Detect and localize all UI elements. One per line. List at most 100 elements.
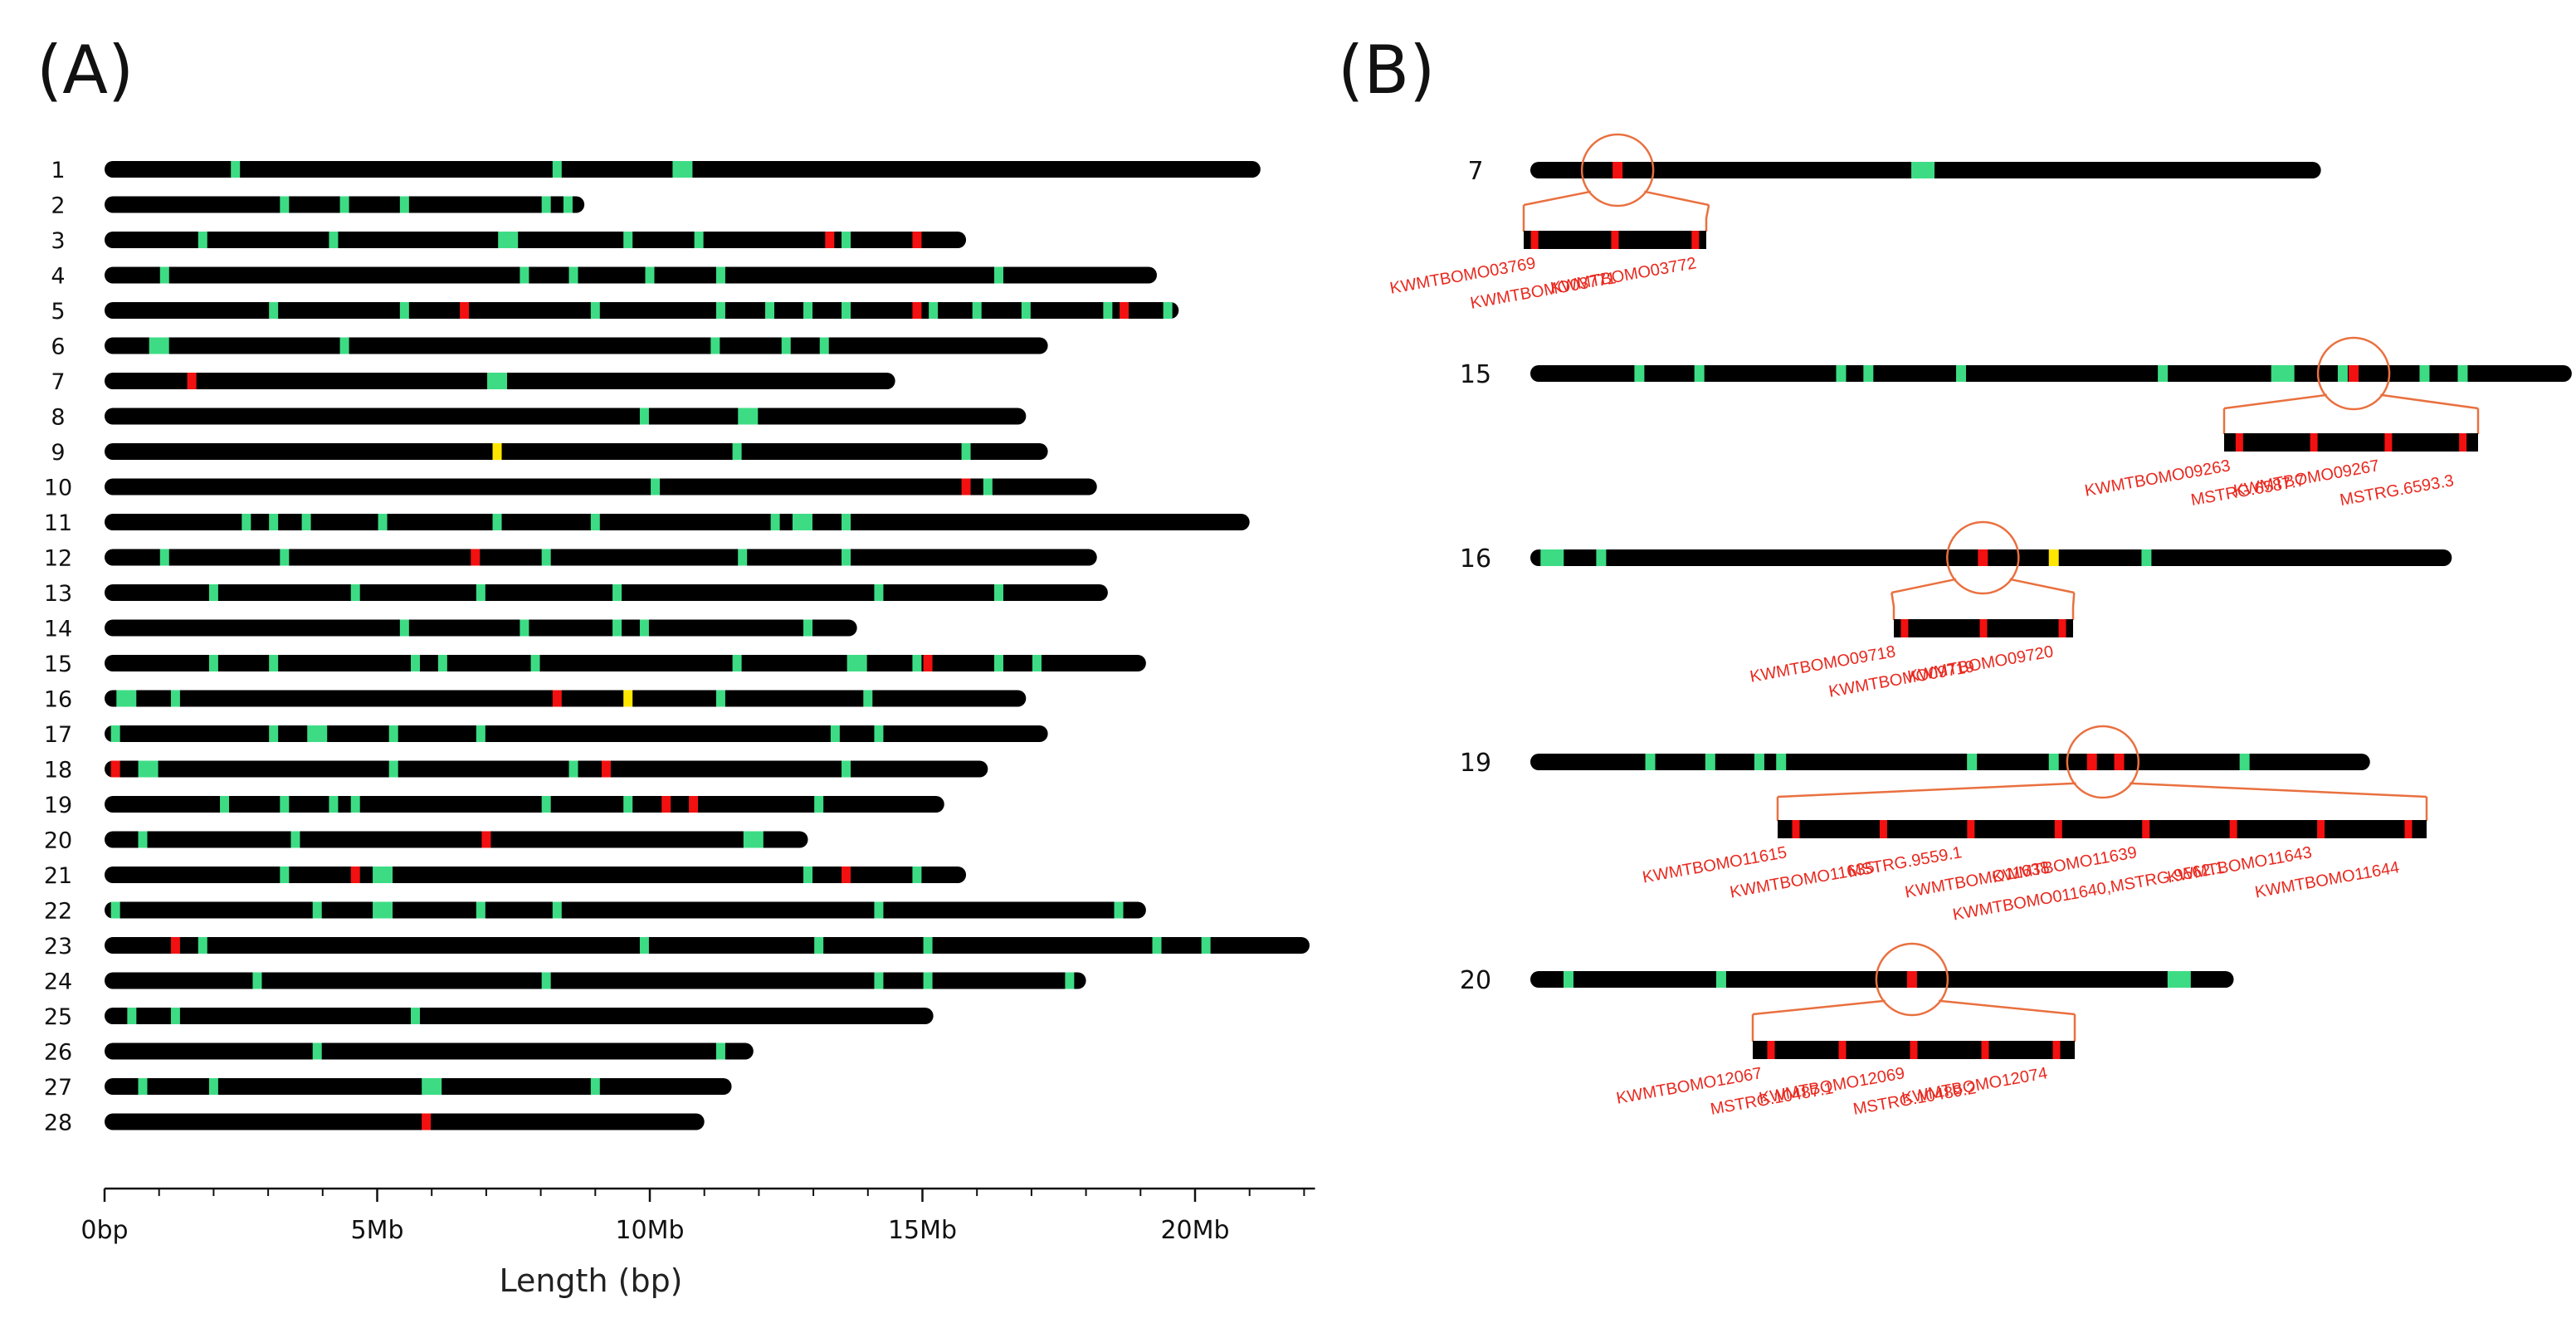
green-locus-mark bbox=[520, 266, 529, 284]
green-locus-mark bbox=[874, 901, 884, 919]
red-locus-mark bbox=[2349, 365, 2359, 382]
green-locus-mark bbox=[280, 867, 290, 883]
chromosome-bar bbox=[105, 443, 1048, 460]
green-locus-mark bbox=[2158, 365, 2169, 382]
green-locus-mark bbox=[639, 937, 649, 954]
green-locus-mark bbox=[1634, 365, 1645, 382]
panel-b-label: (B) bbox=[1338, 32, 1435, 109]
chromosome-25: 25 bbox=[44, 1004, 934, 1030]
green-locus-mark bbox=[830, 725, 840, 742]
chromosome-12: 12 bbox=[44, 546, 1097, 572]
green-locus-mark bbox=[568, 266, 578, 284]
red-locus-mark bbox=[661, 796, 671, 813]
green-locus-mark bbox=[552, 161, 562, 178]
zoom-highlight-circle bbox=[1875, 942, 1949, 1017]
chromosome-3: 3 bbox=[51, 228, 967, 254]
chromosome-number: 15 bbox=[44, 652, 72, 677]
tick-label: 10Mb bbox=[615, 1216, 684, 1245]
gene-mark bbox=[2235, 433, 2243, 452]
chromosome-22: 22 bbox=[44, 899, 1146, 925]
zoom-chromosome-bar bbox=[1530, 549, 2452, 566]
chromosome-number: 27 bbox=[44, 1075, 72, 1101]
green-locus-mark bbox=[487, 373, 508, 389]
zoom-chromosome-number: 15 bbox=[1460, 360, 1491, 389]
green-locus-mark bbox=[929, 302, 939, 319]
green-locus-mark bbox=[138, 831, 148, 848]
chromosome-number: 7 bbox=[51, 369, 65, 395]
chromosome-bar bbox=[105, 655, 1146, 671]
green-locus-mark bbox=[743, 831, 764, 848]
gene-label: KWMTBOMO09720 bbox=[1906, 642, 2055, 686]
chromosome-number: 10 bbox=[44, 476, 72, 501]
chromosome-1: 1 bbox=[51, 158, 1261, 183]
green-locus-mark bbox=[1694, 365, 1705, 382]
chromosome-9: 9 bbox=[51, 440, 1048, 466]
green-locus-mark bbox=[568, 760, 578, 778]
green-locus-mark bbox=[1152, 937, 1162, 954]
green-locus-mark bbox=[476, 901, 485, 919]
chromosome-5: 5 bbox=[51, 299, 1179, 325]
green-locus-mark bbox=[388, 725, 398, 742]
green-locus-mark bbox=[694, 232, 704, 248]
chromosome-bar bbox=[105, 549, 1097, 566]
green-locus-mark bbox=[231, 161, 241, 178]
green-locus-mark bbox=[373, 901, 393, 919]
chromosome-number: 25 bbox=[44, 1004, 72, 1030]
axis-title: Length (bp) bbox=[499, 1262, 682, 1299]
green-locus-mark bbox=[269, 514, 279, 530]
chromosome-bar bbox=[105, 302, 1179, 319]
green-locus-mark bbox=[814, 937, 824, 954]
chromosome-bar bbox=[105, 867, 967, 883]
red-locus-mark bbox=[912, 302, 922, 319]
chromosome-bar bbox=[105, 972, 1086, 989]
green-locus-mark bbox=[399, 196, 409, 213]
green-locus-mark bbox=[373, 867, 393, 883]
zoom-connector-join-right bbox=[1939, 999, 2076, 1016]
green-locus-mark bbox=[350, 584, 360, 601]
panel-a-karyotype: 1234567891011121314151617181920212223242… bbox=[44, 158, 1310, 1136]
zoom-connector-join-right bbox=[1644, 190, 1710, 207]
chromosome-18: 18 bbox=[44, 758, 988, 784]
panel-a-label: (A) bbox=[37, 32, 134, 109]
chromosome-bar bbox=[105, 937, 1310, 954]
green-locus-mark bbox=[541, 196, 551, 213]
green-locus-mark bbox=[803, 619, 813, 637]
chromosome-24: 24 bbox=[44, 969, 1086, 995]
zoom-chromosome-number: 7 bbox=[1467, 157, 1483, 186]
zoom-connector-join-right bbox=[2380, 393, 2479, 410]
green-locus-mark bbox=[792, 514, 812, 530]
green-locus-mark bbox=[280, 196, 290, 213]
gene-mark bbox=[1767, 1041, 1775, 1059]
green-locus-mark bbox=[715, 302, 725, 319]
chromosome-number: 21 bbox=[44, 863, 72, 889]
green-locus-mark bbox=[874, 972, 884, 989]
zoom-chromosome-number: 16 bbox=[1460, 544, 1491, 574]
green-locus-mark bbox=[198, 937, 207, 954]
tick-label: 5Mb bbox=[350, 1216, 403, 1245]
chromosome-bar bbox=[105, 1078, 732, 1095]
green-locus-mark bbox=[437, 655, 447, 671]
gene-mark bbox=[2459, 433, 2467, 452]
zoom-connector-join-left bbox=[1523, 190, 1592, 207]
green-locus-mark bbox=[1754, 754, 1764, 770]
green-locus-mark bbox=[770, 514, 780, 530]
chromosome-bar bbox=[105, 796, 944, 813]
gene-mark bbox=[2142, 820, 2150, 838]
chromosome-bar bbox=[105, 1042, 754, 1060]
green-locus-mark bbox=[842, 514, 851, 530]
zoom-connector-join-right bbox=[2009, 578, 2075, 594]
zoom-highlight-circle bbox=[1580, 133, 1655, 208]
green-locus-mark bbox=[1956, 365, 1967, 382]
green-locus-mark bbox=[1114, 901, 1124, 919]
gene-mark bbox=[2404, 820, 2413, 838]
chromosome-23: 23 bbox=[44, 934, 1310, 959]
red-locus-mark bbox=[1120, 302, 1129, 319]
green-locus-mark bbox=[110, 725, 120, 742]
green-locus-mark bbox=[623, 232, 633, 248]
red-locus-mark bbox=[842, 867, 851, 883]
green-locus-mark bbox=[590, 302, 600, 319]
chromosome-number: 6 bbox=[51, 334, 65, 360]
green-locus-mark bbox=[1645, 754, 1656, 770]
chromosome-number: 28 bbox=[44, 1111, 72, 1136]
